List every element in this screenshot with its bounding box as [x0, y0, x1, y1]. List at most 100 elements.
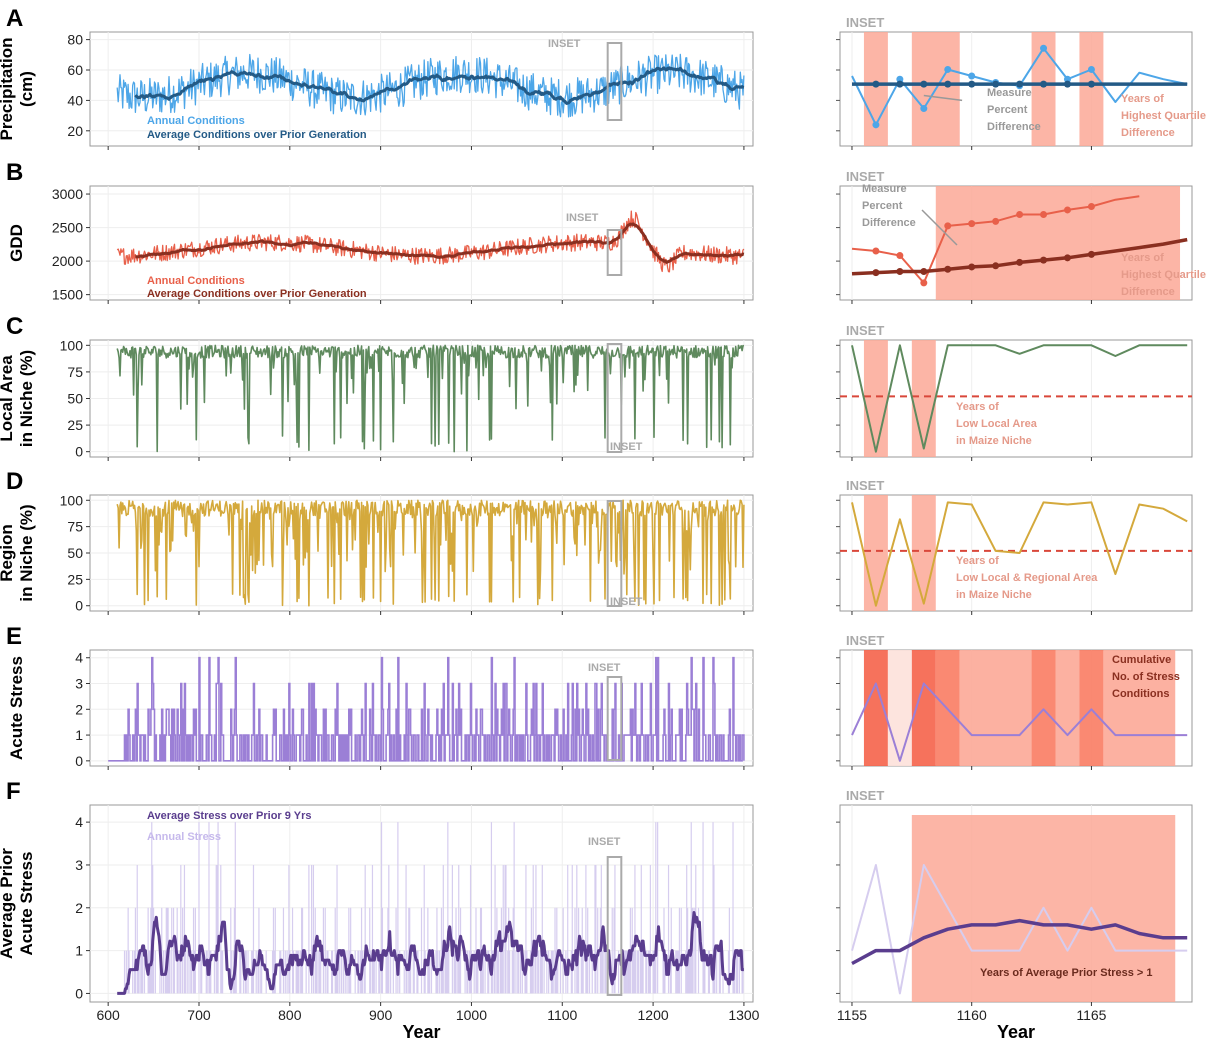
inset-point-annual — [920, 105, 928, 113]
legend-annual-stress: Annual Stress — [147, 831, 221, 843]
inset-marker-box — [606, 856, 623, 996]
annotation-quartile: Years of — [1121, 252, 1164, 264]
y-axis-label: Precipitation — [0, 38, 16, 141]
series-line-precip-annual — [116, 53, 745, 118]
annotation-quartile: Difference — [1121, 286, 1175, 298]
panel-letter-E: E — [6, 623, 22, 650]
inset-point-annual — [1087, 65, 1095, 73]
annotation-low-regional: Low Local & Regional Area — [956, 572, 1098, 584]
y-tick-label: 4 — [75, 650, 83, 666]
inset-point-avg — [968, 263, 976, 271]
y-tick-label: 0 — [75, 985, 83, 1001]
inset-line-avg-stress — [851, 918, 1188, 966]
panel-letter-F: F — [6, 778, 21, 805]
annotation-measure: Measure — [987, 87, 1032, 99]
y-tick-label: 75 — [67, 519, 83, 535]
inset-point-annual — [944, 222, 952, 230]
annotation-quartile: Highest Quartile — [1121, 110, 1206, 122]
stress-cumulative-cell — [1055, 650, 1080, 766]
stress-cumulative-cell — [911, 650, 936, 766]
inset-point-avg — [992, 262, 1000, 270]
y-axis-label: Acute Stress — [17, 852, 36, 956]
legend-precip-avg: Average Conditions over Prior Generation — [147, 129, 367, 141]
inset-point-annual — [1087, 203, 1095, 211]
stress-cumulative-cell — [1031, 650, 1056, 766]
y-tick-label: 50 — [67, 545, 83, 561]
x-tick-label: 700 — [187, 1007, 211, 1023]
series-line-precip-avg — [134, 66, 745, 105]
annotation-cumulative: No. of Stress — [1112, 671, 1180, 683]
annotation-low-local: Low Local Area — [956, 418, 1038, 430]
inset-point-annual — [1040, 44, 1048, 52]
inset-point-annual — [920, 279, 928, 287]
annotation-measure: Difference — [987, 121, 1041, 133]
y-tick-label: 50 — [67, 391, 83, 407]
annotation-measure: Difference — [862, 217, 916, 229]
inset-title: INSET — [846, 169, 884, 184]
series-line-region — [116, 499, 745, 607]
panel-letter-B: B — [6, 159, 23, 186]
y-tick-label: 3000 — [52, 186, 83, 202]
y-axis-label: Acute Stress — [7, 656, 26, 760]
y-tick-label: 20 — [67, 123, 83, 139]
legend-avg-stress: Average Stress over Prior 9 Yrs — [147, 810, 311, 822]
inset-x-axis-title: Year — [997, 1022, 1035, 1042]
x-tick-label: 1200 — [638, 1007, 669, 1023]
inset-title: INSET — [846, 788, 884, 803]
inset-marker-box — [606, 229, 623, 276]
stress-cumulative-cell — [863, 650, 888, 766]
highlight-quartile-years — [1079, 32, 1104, 146]
inset-panel-C — [839, 339, 1193, 458]
inset-point-avg — [896, 268, 904, 275]
highlight-low-niche-years — [911, 340, 936, 457]
y-tick-label: 3 — [75, 676, 83, 692]
inset-title: INSET — [846, 633, 884, 648]
x-axis-title: Year — [402, 1022, 440, 1042]
annotation-measure: Percent — [987, 104, 1028, 116]
inset-point-avg — [1040, 256, 1048, 264]
annotation-low-regional: Years of — [956, 555, 999, 567]
annotation-cumulative: Conditions — [1112, 688, 1169, 700]
panel-letter-A: A — [6, 5, 23, 32]
stress-cumulative-cell — [887, 650, 912, 766]
inset-marker-box — [606, 676, 623, 761]
y-tick-label: 100 — [60, 337, 84, 353]
y-tick-label: 60 — [67, 62, 83, 78]
annotation-avg-stress-years: Years of Average Prior Stress > 1 — [980, 967, 1153, 979]
inset-point-avg — [992, 80, 1000, 88]
series-line-acute-stress — [108, 656, 745, 762]
y-axis-label: (cm) — [17, 71, 36, 107]
inset-marker-box — [606, 500, 623, 607]
annotation-measure: Percent — [862, 200, 903, 212]
inset-point-annual — [968, 220, 976, 228]
y-tick-label: 1500 — [52, 287, 83, 303]
inset-point-avg — [944, 265, 952, 273]
inset-point-annual — [872, 121, 880, 129]
stress-cumulative-cell — [1103, 650, 1176, 766]
y-tick-label: 2500 — [52, 220, 83, 236]
y-tick-label: 25 — [67, 417, 83, 433]
y-tick-label: 1 — [75, 727, 83, 743]
inset-point-avg — [1016, 80, 1024, 88]
panel-letter-C: C — [6, 313, 23, 340]
y-tick-label: 2 — [75, 701, 83, 717]
inset-marker-label: INSET — [566, 212, 599, 224]
inset-point-annual — [872, 247, 880, 255]
inset-panel-A — [839, 31, 1193, 147]
inset-marker-label: INSET — [610, 441, 643, 453]
inset-point-annual — [1016, 211, 1024, 218]
y-tick-label: 0 — [75, 753, 83, 769]
panel-letter-D: D — [6, 468, 23, 495]
inset-point-avg — [1016, 258, 1024, 266]
y-tick-label: 75 — [67, 364, 83, 380]
inset-point-annual — [992, 217, 1000, 225]
inset-x-tick-label: 1155 — [837, 1007, 867, 1023]
highlight-quartile-years — [935, 186, 1181, 300]
main-panel-B — [89, 185, 754, 301]
inset-point-annual — [1063, 206, 1071, 214]
inset-point-avg — [968, 80, 976, 88]
inset-point-avg — [944, 80, 952, 88]
y-tick-label: 1 — [75, 943, 83, 959]
y-tick-label: 2000 — [52, 253, 83, 269]
